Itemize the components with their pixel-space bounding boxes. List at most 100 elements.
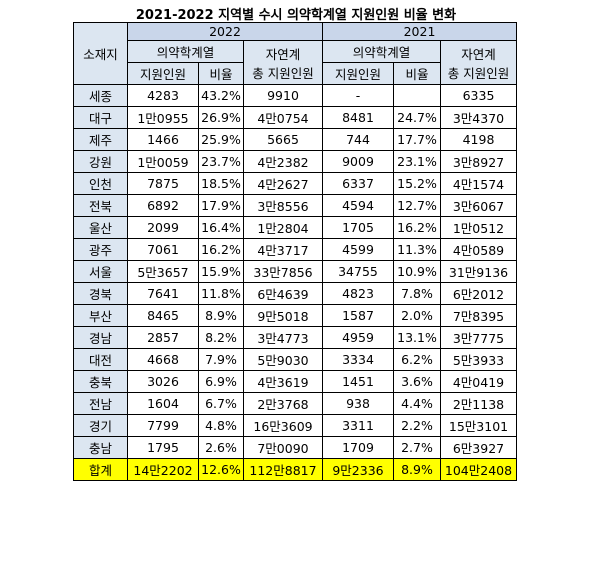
value-cell: 2.0% <box>393 304 441 327</box>
value-cell: 7061 <box>127 238 199 261</box>
header-line: 총 지원인원 <box>252 65 314 81</box>
table-row: 경북 7641 11.8% 6만4639 4823 7.8% 6만2012 <box>73 282 517 305</box>
value-cell: 6337 <box>322 172 394 195</box>
value-cell: 3만4773 <box>243 326 323 349</box>
value-cell: 1795 <box>127 436 199 459</box>
value-cell: 4만2627 <box>243 172 323 195</box>
header-cell: 지원인원 <box>322 62 394 85</box>
region-cell: 부산 <box>73 304 128 327</box>
value-cell: 11.3% <box>393 238 441 261</box>
value-cell: 15.2% <box>393 172 441 195</box>
value-cell: 4만0419 <box>440 370 517 393</box>
header-line: 자연계 <box>265 46 301 62</box>
value-cell: 7만8395 <box>440 304 517 327</box>
value-cell: 3334 <box>322 348 394 371</box>
region-cell: 강원 <box>73 150 128 173</box>
value-cell: 1466 <box>127 128 199 151</box>
region-cell: 대전 <box>73 348 128 371</box>
value-cell: 4198 <box>440 128 517 151</box>
region-cell: 서울 <box>73 260 128 283</box>
table-row: 합계 14만2202 12.6% 112만8817 9만2336 8.9% 104만2408 <box>73 458 517 481</box>
table-row: 경남 2857 8.2% 3만4773 4959 13.1% 3만7775 <box>73 326 517 349</box>
region-cell: 충북 <box>73 370 128 393</box>
value-cell: 6892 <box>127 194 199 217</box>
region-cell: 울산 <box>73 216 128 239</box>
value-cell: 31만9136 <box>440 260 517 283</box>
value-cell: 6335 <box>440 84 517 107</box>
header-cell: 2021 <box>322 22 517 41</box>
value-cell: 6.7% <box>198 392 244 415</box>
value-cell: 4668 <box>127 348 199 371</box>
value-cell: 1604 <box>127 392 199 415</box>
value-cell: 7.8% <box>393 282 441 305</box>
region-cell: 전남 <box>73 392 128 415</box>
region-cell: 전북 <box>73 194 128 217</box>
header-cell: 비율 <box>198 62 244 85</box>
value-cell: 6.2% <box>393 348 441 371</box>
value-cell: 6만3927 <box>440 436 517 459</box>
value-cell: 5만3657 <box>127 260 199 283</box>
value-cell: 4만0754 <box>243 106 323 129</box>
value-cell: 1만0955 <box>127 106 199 129</box>
value-cell: 1만0059 <box>127 150 199 173</box>
value-cell: 2857 <box>127 326 199 349</box>
region-cell: 인천 <box>73 172 128 195</box>
value-cell: 8465 <box>127 304 199 327</box>
value-cell: 9009 <box>322 150 394 173</box>
header-cell: 자연계 총 지원인원 <box>440 40 517 85</box>
value-cell: 8.2% <box>198 326 244 349</box>
value-cell: 1709 <box>322 436 394 459</box>
table-row: 대구 1만0955 26.9% 4만0754 8481 24.7% 3만4370 <box>73 106 517 129</box>
value-cell: 15만3101 <box>440 414 517 437</box>
value-cell: 5만3933 <box>440 348 517 371</box>
table-row: 서울 5만3657 15.9% 33만7856 34755 10.9% 31만9136 <box>73 260 517 283</box>
value-cell: 1만0512 <box>440 216 517 239</box>
value-cell: 14만2202 <box>127 458 199 481</box>
value-cell: 3311 <box>322 414 394 437</box>
value-cell: 3만4370 <box>440 106 517 129</box>
region-cell: 경북 <box>73 282 128 305</box>
table-row: 대전 4668 7.9% 5만9030 3334 6.2% 5만3933 <box>73 348 517 371</box>
value-cell: 23.7% <box>198 150 244 173</box>
region-cell: 경남 <box>73 326 128 349</box>
value-cell: 16.4% <box>198 216 244 239</box>
value-cell: 2만1138 <box>440 392 517 415</box>
value-cell: 15.9% <box>198 260 244 283</box>
title: 2021-2022 지역별 수시 의약학계열 지원인원 비율 변화 <box>135 8 457 23</box>
value-cell: 7만0090 <box>243 436 323 459</box>
value-cell: 3만8556 <box>243 194 323 217</box>
value-cell: 23.1% <box>393 150 441 173</box>
value-cell: 104만2408 <box>440 458 517 481</box>
region-cell: 광주 <box>73 238 128 261</box>
value-cell: 13.1% <box>393 326 441 349</box>
value-cell: 7875 <box>127 172 199 195</box>
value-cell: 4만3717 <box>243 238 323 261</box>
value-cell: 6만4639 <box>243 282 323 305</box>
value-cell: 6.9% <box>198 370 244 393</box>
value-cell: 4만3619 <box>243 370 323 393</box>
table-row: 충북 3026 6.9% 4만3619 1451 3.6% 4만0419 <box>73 370 517 393</box>
value-cell: 10.9% <box>393 260 441 283</box>
table-row: 전북 6892 17.9% 3만8556 4594 12.7% 3만6067 <box>73 194 517 217</box>
value-cell: 4823 <box>322 282 394 305</box>
value-cell: 4.4% <box>393 392 441 415</box>
value-cell: 6만2012 <box>440 282 517 305</box>
value-cell: 4만0589 <box>440 238 517 261</box>
value-cell: 3만8927 <box>440 150 517 173</box>
value-cell: 7641 <box>127 282 199 305</box>
value-cell: 2.2% <box>393 414 441 437</box>
value-cell: 16.2% <box>393 216 441 239</box>
value-cell: 18.5% <box>198 172 244 195</box>
value-cell: 938 <box>322 392 394 415</box>
value-cell: 4만2382 <box>243 150 323 173</box>
value-cell: 2099 <box>127 216 199 239</box>
value-cell: 8.9% <box>393 458 441 481</box>
value-cell: 12.7% <box>393 194 441 217</box>
value-cell: 2.7% <box>393 436 441 459</box>
value-cell: 17.9% <box>198 194 244 217</box>
value-cell <box>393 84 441 107</box>
value-cell: 7799 <box>127 414 199 437</box>
table-row: 전남 1604 6.7% 2만3768 938 4.4% 2만1138 <box>73 392 517 415</box>
value-cell: 3만7775 <box>440 326 517 349</box>
